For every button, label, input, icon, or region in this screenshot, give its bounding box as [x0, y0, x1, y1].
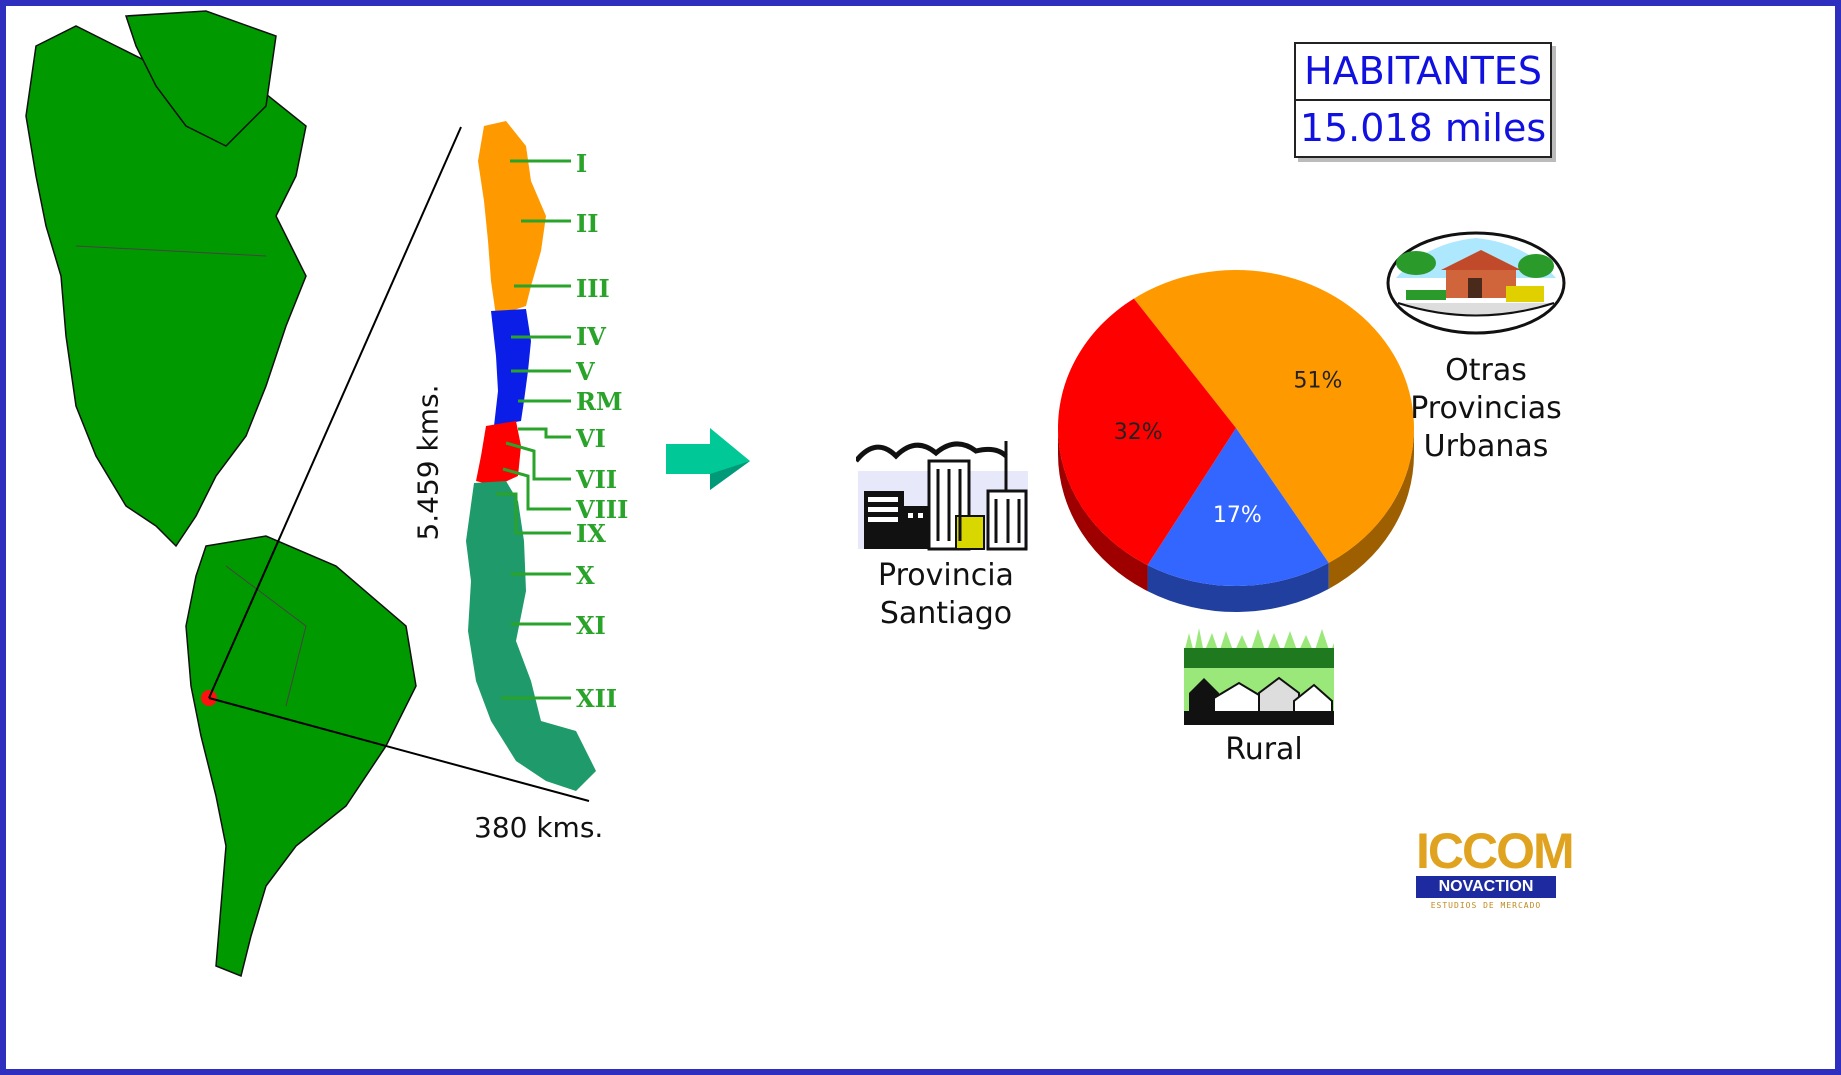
region-label-10: X [576, 561, 595, 590]
region-label-9: IX [576, 519, 606, 548]
region-central-blue [491, 309, 531, 426]
pie-slice-0 [1133, 269, 1415, 563]
arrow-right-icon [666, 428, 750, 490]
habitantes-box: HABITANTES 15.018 miles [1294, 42, 1552, 158]
logo-novaction-text: NOVACTION [1416, 876, 1556, 898]
pie-slice-2 [1058, 298, 1236, 566]
region-north-orange [478, 121, 546, 316]
region-south-green [466, 481, 596, 791]
americas-map [25, 10, 417, 978]
label-otras-line3: Urbanas [1423, 429, 1549, 464]
pie-label-1: 17% [1213, 503, 1262, 528]
pie-side-1 [1147, 562, 1329, 612]
region-label-7: VII [576, 465, 618, 494]
region-label-6: VI [576, 424, 606, 453]
pie-label-2: 32% [1114, 420, 1163, 445]
rural-village-icon [1184, 623, 1334, 725]
region-label-12: XII [576, 684, 618, 713]
pie-label-0: 51% [1293, 368, 1342, 393]
label-santiago-line2: Santiago [879, 596, 1013, 631]
logo-iccom-text: ICCOM [1416, 823, 1575, 879]
pie-side-0 [1328, 428, 1414, 589]
logo-estudios-text: ESTUDIOS DE MERCADO [1430, 901, 1542, 910]
region-label-5: V [576, 357, 595, 386]
label-otras-provincias-urbanas: Otras Provincias Urbanas [1406, 352, 1566, 466]
zoom-lines [208, 126, 590, 802]
iccom-logo: ICCOM NOVACTION ESTUDIOS DE MERCADO [1416, 823, 1575, 910]
region-label-8: VIII [576, 495, 629, 524]
pie-slice-1 [1147, 428, 1329, 586]
pie-chart: 51% 17% 32% [1058, 269, 1415, 612]
label-santiago-line1: Provincia [878, 558, 1014, 593]
house-clipart-icon [1386, 231, 1566, 335]
region-label-4: IV [576, 322, 606, 351]
width-label: 380 kms. [474, 811, 604, 844]
south-america-shape [185, 535, 417, 978]
region-central-red [476, 421, 521, 486]
label-rural: Rural [1225, 732, 1303, 767]
pie-side-2 [1058, 428, 1148, 592]
chile-regions-map [466, 121, 596, 791]
habitantes-title: HABITANTES [1304, 49, 1542, 93]
height-label: 5.459 kms. [411, 384, 445, 541]
region-label-1: I [576, 149, 588, 178]
label-otras-line2: Provincias [1410, 391, 1562, 426]
region-label-rm: RM [576, 387, 623, 416]
label-otras-line1: Otras [1445, 353, 1527, 388]
city-skyline-icon [856, 431, 1031, 551]
region-label-3: III [576, 274, 610, 303]
region-label-2: II [576, 209, 599, 238]
habitantes-value: 15.018 miles [1296, 99, 1550, 156]
greenland-shape [124, 10, 277, 147]
region-label-11: XI [576, 611, 606, 640]
label-provincia-santiago: Provincia Santiago [866, 557, 1026, 633]
